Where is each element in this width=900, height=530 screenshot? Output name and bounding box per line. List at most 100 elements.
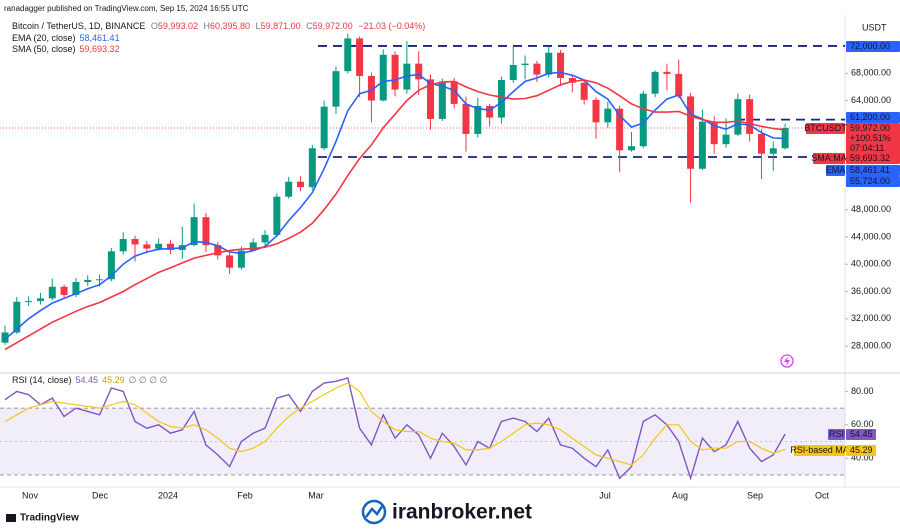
candle-body	[710, 121, 718, 145]
indicator-line	[4, 71, 786, 340]
x-tick-label: 2024	[158, 490, 178, 500]
x-tick-label: Aug	[672, 490, 688, 500]
candle-body	[533, 63, 541, 75]
legend-value: 45.29	[102, 375, 125, 385]
candle-body	[344, 38, 352, 72]
x-tick-label: Oct	[815, 490, 830, 500]
y-tick-label: 64,000.00	[851, 95, 891, 105]
y-tick-label: 40,000.00	[851, 259, 891, 269]
candle-body	[96, 279, 104, 281]
candle-body	[616, 108, 624, 151]
candle-body	[592, 99, 600, 123]
candle-body	[769, 148, 777, 154]
x-tick-label: Nov	[22, 490, 39, 500]
x-tick-label: Feb	[237, 490, 253, 500]
candle-body	[675, 73, 683, 97]
indicator-line	[4, 79, 786, 351]
candle-body	[438, 81, 446, 119]
candle-body	[651, 71, 659, 94]
sma-legend: SMA (50, close) 59,693.32	[12, 44, 120, 54]
currency-label: USDT	[862, 22, 887, 32]
x-tick-label: Sep	[747, 490, 763, 500]
legend-name: SMA (50, close)	[12, 44, 76, 54]
candle-body	[226, 255, 234, 268]
y-tick-label: 36,000.00	[851, 286, 891, 296]
candle-body	[119, 239, 127, 252]
quote-change: −21.03 (−0.04%)	[358, 21, 425, 31]
candle-body	[273, 196, 281, 235]
candle-body	[36, 298, 44, 302]
candle-body	[72, 281, 80, 295]
candle-body	[734, 99, 742, 135]
candle-body	[639, 93, 647, 147]
price-tag-label: 61,200.00	[850, 112, 890, 122]
candle-body	[367, 75, 375, 101]
legend-extra: ∅ ∅ ∅ ∅	[129, 375, 168, 385]
price-tag	[846, 153, 900, 164]
legend-name: RSI (14, close)	[12, 375, 72, 385]
y-tick-label: 28,000.00	[851, 340, 891, 350]
candle-body	[155, 243, 163, 249]
price-tag	[846, 112, 900, 123]
candle-body	[663, 71, 671, 74]
price-tag-label: 72,000.00	[850, 41, 890, 51]
price-tag-label: 59,972.00	[850, 123, 890, 133]
rsi-line	[4, 382, 786, 466]
price-tag-label: 07:04:11	[850, 143, 884, 153]
y-tick-label: 48,000.00	[851, 204, 891, 214]
candle-body	[13, 301, 21, 333]
y-tick-label: 68,000.00	[851, 68, 891, 78]
watermark-logo	[361, 499, 387, 525]
candle-body	[781, 127, 789, 149]
candle-body	[332, 71, 340, 107]
candle-body	[580, 82, 588, 100]
legend-value: 58,461.41	[80, 33, 120, 43]
candle-body	[722, 134, 730, 145]
price-tag-label: EMA	[826, 165, 846, 175]
candle-body	[557, 52, 565, 78]
legend-name: EMA (20, close)	[12, 33, 76, 43]
quote-value: 59,972.00	[313, 21, 353, 31]
candle-body	[285, 181, 293, 197]
price-tag	[846, 176, 900, 187]
price-tag	[846, 41, 900, 52]
y-tick-label: 40.00	[851, 453, 874, 463]
price-tag	[826, 165, 845, 176]
candle-body	[143, 244, 151, 249]
candle-body	[261, 234, 269, 243]
price-tag-label: +100.51%	[850, 133, 891, 143]
candle-body	[627, 146, 635, 151]
price-tag-label: 45.29	[850, 445, 873, 455]
price-tag-label: 55,724.00	[850, 176, 890, 186]
candle-body	[521, 63, 529, 66]
candle-body	[450, 81, 458, 104]
symbol-legend: Bitcoin / TetherUS, 1D, BINANCE O59,993.…	[12, 21, 425, 31]
candle-body	[509, 65, 517, 81]
candle-body	[568, 77, 576, 83]
candle-body	[415, 63, 423, 80]
price-tag	[846, 123, 900, 154]
symbol: Bitcoin / TetherUS, 1D, BINANCE	[12, 21, 145, 31]
candle-body	[166, 243, 174, 250]
lightning-icon	[780, 354, 794, 368]
rsi-line	[4, 377, 786, 481]
candle-body	[356, 38, 364, 76]
legend-value: 59,693.32	[80, 44, 120, 54]
candle-body	[190, 217, 198, 246]
price-tag	[828, 429, 845, 440]
price-tag	[794, 445, 845, 456]
candle-body	[249, 242, 257, 251]
candle-body	[25, 301, 33, 303]
quote-key: C	[306, 21, 313, 31]
legend-value: 54.45	[76, 375, 99, 385]
candle-body	[486, 105, 494, 118]
quote-key: L	[256, 21, 261, 31]
y-tick-label: 44,000.00	[851, 231, 891, 241]
y-tick-label: 80.00	[851, 386, 874, 396]
candle-body	[545, 52, 553, 75]
price-tag-label: 59,693.32	[850, 153, 890, 163]
price-tag-label: 58,461.41	[850, 165, 890, 175]
price-tag	[846, 429, 876, 440]
price-tag-label: RSI-based MA	[790, 445, 849, 455]
